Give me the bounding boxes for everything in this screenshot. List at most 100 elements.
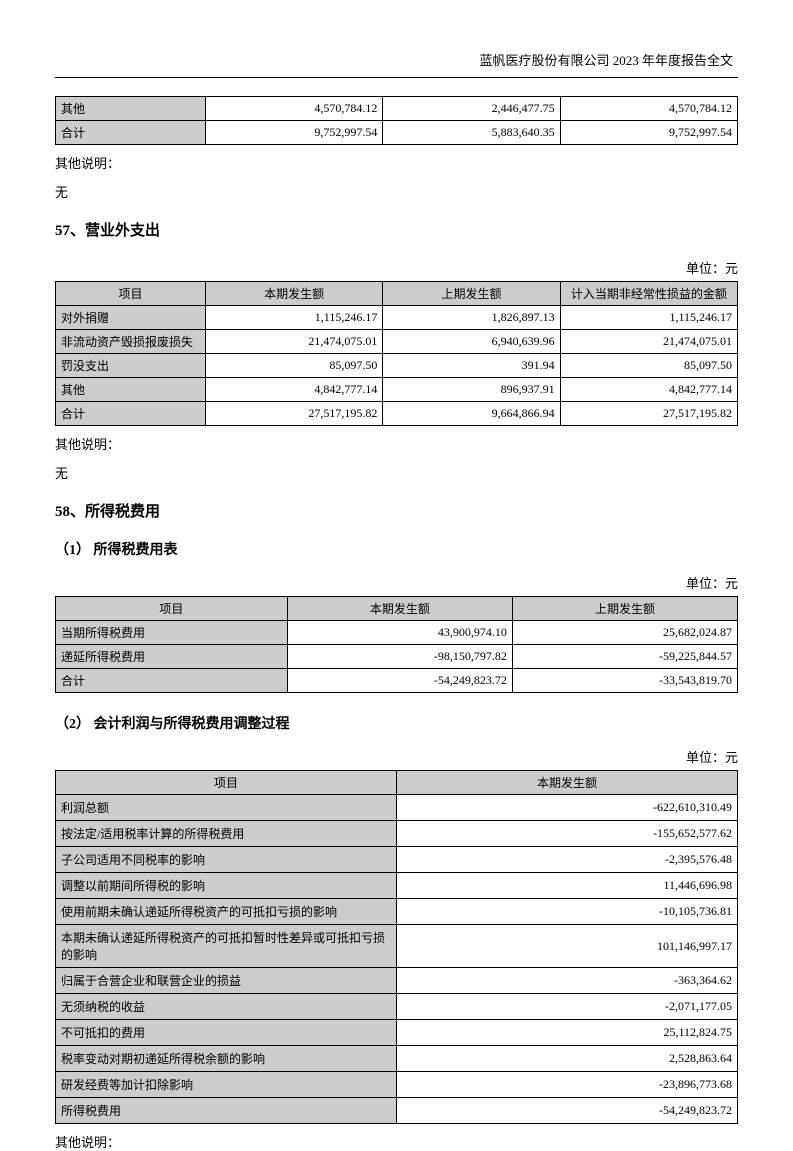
other-note-label: 其他说明： (55, 434, 738, 453)
cell-label: 研发经费等加计扣除影响 (56, 1072, 397, 1098)
cell-label: 合计 (56, 669, 288, 693)
table-header-row: 项目 本期发生额 (56, 771, 738, 795)
table-row: 对外捐赠 1,115,246.17 1,826,897.13 1,115,246… (56, 306, 738, 330)
table-section-57: 项目 本期发生额 上期发生额 计入当期非经常性损益的金额 对外捐赠 1,115,… (55, 281, 738, 426)
cell-value: -10,105,736.81 (397, 899, 738, 925)
table-row: 其他 4,570,784.12 2,446,477.75 4,570,784.1… (56, 97, 738, 121)
cell-value: 1,826,897.13 (383, 306, 560, 330)
col-header: 上期发生额 (512, 597, 737, 621)
cell-value: 9,664,866.94 (383, 402, 560, 426)
cell-value: 101,146,997.17 (397, 925, 738, 968)
cell-value: 21,474,075.01 (560, 330, 737, 354)
cell-label: 使用前期未确认递延所得税资产的可抵扣亏损的影响 (56, 899, 397, 925)
table-row: 所得税费用 -54,249,823.72 (56, 1098, 738, 1124)
cell-label: 其他 (56, 97, 206, 121)
cell-value: -98,150,797.82 (287, 645, 512, 669)
cell-value: 6,940,639.96 (383, 330, 560, 354)
section-58-title: 58、所得税费用 (55, 500, 738, 521)
other-note-none: 无 (55, 463, 738, 482)
cell-label: 非流动资产毁损报废损失 (56, 330, 206, 354)
other-note-none: 无 (55, 182, 738, 201)
other-note-label: 其他说明： (55, 153, 738, 172)
cell-label: 归属于合营企业和联营企业的损益 (56, 968, 397, 994)
cell-value: 11,446,696.98 (397, 873, 738, 899)
cell-value: -23,896,773.68 (397, 1072, 738, 1098)
col-header: 本期发生额 (206, 282, 383, 306)
table-row: 不可抵扣的费用 25,112,824.75 (56, 1020, 738, 1046)
cell-label: 不可抵扣的费用 (56, 1020, 397, 1046)
cell-label: 合计 (56, 121, 206, 145)
cell-value: 27,517,195.82 (206, 402, 383, 426)
cell-value: 1,115,246.17 (560, 306, 737, 330)
cell-label: 所得税费用 (56, 1098, 397, 1124)
table-row: 税率变动对期初递延所得税余额的影响 2,528,863.64 (56, 1046, 738, 1072)
cell-value: 85,097.50 (560, 354, 737, 378)
table-summary-top: 其他 4,570,784.12 2,446,477.75 4,570,784.1… (55, 96, 738, 145)
table-row: 递延所得税费用 -98,150,797.82 -59,225,844.57 (56, 645, 738, 669)
cell-label: 合计 (56, 402, 206, 426)
cell-value: 85,097.50 (206, 354, 383, 378)
cell-value: 9,752,997.54 (206, 121, 383, 145)
cell-value: -54,249,823.72 (287, 669, 512, 693)
cell-value: -155,652,577.62 (397, 821, 738, 847)
cell-value: 25,112,824.75 (397, 1020, 738, 1046)
section-58-sub1: （1） 所得税费用表 (55, 539, 738, 559)
cell-value: 4,570,784.12 (206, 97, 383, 121)
section-58-sub2: （2） 会计利润与所得税费用调整过程 (55, 713, 738, 733)
table-row: 无须纳税的收益 -2,071,177.05 (56, 994, 738, 1020)
cell-value: 4,842,777.14 (560, 378, 737, 402)
cell-value: 2,528,863.64 (397, 1046, 738, 1072)
table-row: 合计 -54,249,823.72 -33,543,819.70 (56, 669, 738, 693)
col-header: 项目 (56, 282, 206, 306)
cell-label: 当期所得税费用 (56, 621, 288, 645)
table-header-row: 项目 本期发生额 上期发生额 计入当期非经常性损益的金额 (56, 282, 738, 306)
col-header: 上期发生额 (383, 282, 560, 306)
cell-value: 1,115,246.17 (206, 306, 383, 330)
col-header: 项目 (56, 597, 288, 621)
cell-label: 罚没支出 (56, 354, 206, 378)
cell-value: -363,364.62 (397, 968, 738, 994)
table-row: 归属于合营企业和联营企业的损益 -363,364.62 (56, 968, 738, 994)
col-header: 本期发生额 (287, 597, 512, 621)
section-57-title: 57、营业外支出 (55, 219, 738, 240)
cell-value: -2,395,576.48 (397, 847, 738, 873)
cell-value: 4,842,777.14 (206, 378, 383, 402)
cell-label: 对外捐赠 (56, 306, 206, 330)
cell-label: 按法定/适用税率计算的所得税费用 (56, 821, 397, 847)
cell-label: 其他 (56, 378, 206, 402)
unit-label: 单位：元 (55, 573, 738, 592)
table-row: 使用前期未确认递延所得税资产的可抵扣亏损的影响 -10,105,736.81 (56, 899, 738, 925)
unit-label: 单位：元 (55, 747, 738, 766)
cell-label: 子公司适用不同税率的影响 (56, 847, 397, 873)
table-row: 按法定/适用税率计算的所得税费用 -155,652,577.62 (56, 821, 738, 847)
unit-label: 单位：元 (55, 258, 738, 277)
table-row: 当期所得税费用 43,900,974.10 25,682,024.87 (56, 621, 738, 645)
cell-value: 27,517,195.82 (560, 402, 737, 426)
cell-label: 本期未确认递延所得税资产的可抵扣暂时性差异或可抵扣亏损的影响 (56, 925, 397, 968)
cell-value: -54,249,823.72 (397, 1098, 738, 1124)
cell-value: 9,752,997.54 (560, 121, 737, 145)
cell-value: -33,543,819.70 (512, 669, 737, 693)
cell-value: -622,610,310.49 (397, 795, 738, 821)
cell-value: 5,883,640.35 (383, 121, 560, 145)
table-row: 本期未确认递延所得税资产的可抵扣暂时性差异或可抵扣亏损的影响 101,146,9… (56, 925, 738, 968)
table-row: 罚没支出 85,097.50 391.94 85,097.50 (56, 354, 738, 378)
table-row: 研发经费等加计扣除影响 -23,896,773.68 (56, 1072, 738, 1098)
cell-value: -59,225,844.57 (512, 645, 737, 669)
table-header-row: 项目 本期发生额 上期发生额 (56, 597, 738, 621)
table-section-58-2: 项目 本期发生额 利润总额 -622,610,310.49 按法定/适用税率计算… (55, 770, 738, 1124)
cell-value: 896,937.91 (383, 378, 560, 402)
table-row: 利润总额 -622,610,310.49 (56, 795, 738, 821)
header-divider (55, 77, 738, 78)
col-header: 计入当期非经常性损益的金额 (560, 282, 737, 306)
table-row: 其他 4,842,777.14 896,937.91 4,842,777.14 (56, 378, 738, 402)
table-row: 合计 9,752,997.54 5,883,640.35 9,752,997.5… (56, 121, 738, 145)
cell-value: 4,570,784.12 (560, 97, 737, 121)
table-row: 非流动资产毁损报废损失 21,474,075.01 6,940,639.96 2… (56, 330, 738, 354)
cell-value: 43,900,974.10 (287, 621, 512, 645)
table-section-58-1: 项目 本期发生额 上期发生额 当期所得税费用 43,900,974.10 25,… (55, 596, 738, 693)
cell-value: 391.94 (383, 354, 560, 378)
cell-label: 递延所得税费用 (56, 645, 288, 669)
cell-value: -2,071,177.05 (397, 994, 738, 1020)
cell-label: 税率变动对期初递延所得税余额的影响 (56, 1046, 397, 1072)
